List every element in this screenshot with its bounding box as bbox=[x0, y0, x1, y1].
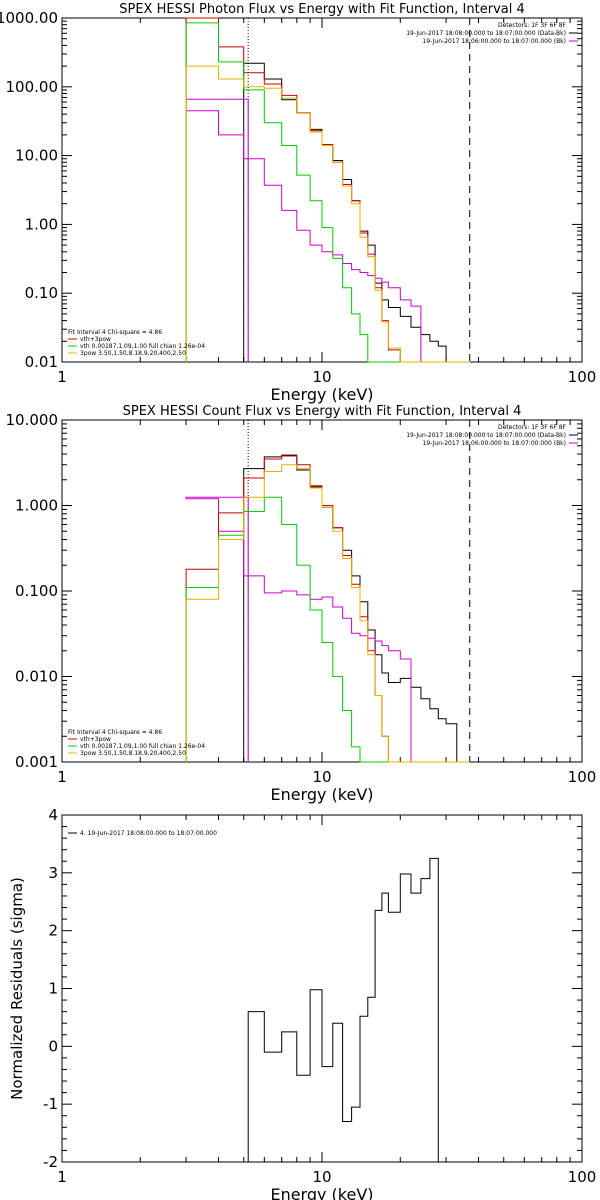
y-tick-label: 0.01 bbox=[25, 353, 58, 371]
y-tick-label: 0.100 bbox=[15, 582, 58, 600]
header-note: Detectors: 1F 3F 6F 8F bbox=[498, 424, 567, 431]
x-tick-label: 10 bbox=[312, 768, 331, 786]
y-tick-label: -1 bbox=[43, 1095, 58, 1113]
legend-entry: vth+3pow bbox=[80, 736, 111, 743]
legend-entry: 3pow 3.50,1.50,8.18,9.20,400,2.50 bbox=[80, 350, 186, 357]
legend-entry: Fit Interval 4 Chi-square = 4.86 bbox=[68, 729, 162, 736]
y-tick-label: 0.001 bbox=[15, 753, 58, 771]
series-data-bk bbox=[243, 62, 447, 362]
x-tick-label: 100 bbox=[568, 768, 597, 786]
y-tick-label: 0 bbox=[48, 1037, 58, 1055]
y-tick-label: 1.00 bbox=[25, 215, 58, 233]
y-axis-label: Normalized Residuals (sigma) bbox=[8, 877, 26, 1100]
header-note: 19-Jun-2017 18:06:00.000 to 18:07:00.000… bbox=[423, 38, 566, 45]
header-note: Detectors: 1F 3F 6F 8F bbox=[498, 22, 567, 29]
plot-frame bbox=[61, 419, 583, 763]
x-tick-label: 1 bbox=[57, 1168, 67, 1186]
x-axis-label: Energy (keV) bbox=[270, 785, 373, 804]
header-note: 19-Jun-2017 18:08:00.000 to 18:07:00.000… bbox=[406, 432, 566, 439]
x-axis-label: Energy (keV) bbox=[270, 1185, 373, 1200]
legend-entry: vth 0.00187,1.09,1.00 full chian 1.26e-0… bbox=[80, 343, 205, 350]
x-tick-label: 100 bbox=[568, 1168, 597, 1186]
chart-title: SPEX HESSI Photon Flux vs Energy with Fi… bbox=[119, 2, 525, 17]
series-3pow bbox=[185, 65, 470, 363]
header-note: 19-Jun-2017 18:06:00.000 to 18:07:00.000… bbox=[423, 440, 566, 447]
x-tick-label: 10 bbox=[312, 368, 331, 386]
plot-frame bbox=[61, 814, 583, 1163]
x-tick-label: 1 bbox=[57, 768, 67, 786]
y-tick-label: 10.00 bbox=[15, 147, 58, 165]
series-vth bbox=[185, 22, 470, 363]
chart-3 bbox=[61, 814, 583, 1163]
series-vth-3pow bbox=[185, 454, 470, 763]
y-tick-label: 1 bbox=[48, 980, 58, 998]
series-bk bbox=[185, 496, 412, 762]
series-data-bk bbox=[243, 455, 458, 762]
chart-title: SPEX HESSI Count Flux vs Energy with Fit… bbox=[123, 404, 522, 419]
y-tick-label: 3 bbox=[48, 864, 58, 882]
y-tick-label: -2 bbox=[43, 1153, 58, 1171]
series-3pow bbox=[185, 464, 470, 763]
legend-entry: Fit Interval 4 Chi-square = 4.86 bbox=[68, 329, 162, 336]
x-axis-label: Energy (keV) bbox=[270, 385, 373, 404]
series-bk bbox=[185, 98, 422, 362]
x-tick-label: 100 bbox=[568, 368, 597, 386]
y-tick-label: 4 bbox=[48, 806, 58, 824]
y-tick-label: 1.000 bbox=[15, 497, 58, 515]
x-tick-label: 10 bbox=[312, 1168, 331, 1186]
chart-2 bbox=[61, 419, 583, 763]
series-vth bbox=[185, 496, 470, 763]
legend-entry: 3pow 3.50,1.50,8.18,9.20,400,2.50 bbox=[80, 750, 186, 757]
y-tick-label: 100.00 bbox=[6, 78, 59, 96]
legend-entry: 4. 19-Jun-2017 18:08:00.000 to 18:07:00.… bbox=[80, 830, 217, 837]
y-tick-label: 10.000 bbox=[6, 411, 59, 429]
plot-frame bbox=[61, 17, 583, 363]
header-note: 19-Jun-2017 18:08:00.000 to 18:07:00.000… bbox=[406, 30, 566, 37]
series-residuals bbox=[247, 857, 439, 1162]
chart-1 bbox=[61, 17, 583, 363]
legend-entry: vth 0.00187,1.09,1.00 full chian 1.26e-0… bbox=[80, 743, 205, 750]
series-vth-3pow bbox=[185, 17, 470, 363]
legend-entry: vth+3pow bbox=[80, 336, 111, 343]
y-tick-label: 0.10 bbox=[25, 284, 58, 302]
y-tick-label: 1000.00 bbox=[0, 9, 58, 27]
y-tick-label: 2 bbox=[48, 922, 58, 940]
y-tick-label: 0.010 bbox=[15, 668, 58, 686]
x-tick-label: 1 bbox=[57, 368, 67, 386]
